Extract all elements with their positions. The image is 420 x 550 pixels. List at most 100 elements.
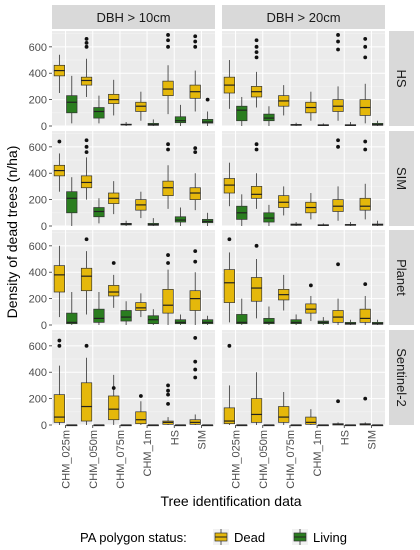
panel-background (52, 330, 215, 425)
x-tick-label: SIM (196, 430, 208, 450)
y-tick-label: 400 (29, 68, 47, 80)
box-living-hs (174, 314, 187, 325)
outlier-point (227, 237, 232, 242)
box-iqr (189, 187, 201, 200)
legend: PA polygon status: Dead Living (80, 529, 347, 545)
box-iqr (80, 175, 93, 189)
box-iqr (202, 119, 214, 124)
box-iqr (290, 319, 302, 325)
outlier-point (166, 44, 170, 49)
box-iqr (162, 180, 174, 197)
axes-layer: 0 200 400 600 0 200 400 600 0 200 400 600 0 200 400 600… (29, 42, 379, 489)
box-dead-chm_025m (53, 338, 65, 425)
y-tick-label: 400 (29, 367, 47, 379)
box-iqr (236, 314, 248, 325)
box-iqr (332, 310, 344, 323)
x-tick-label: CHM_025m (231, 430, 243, 489)
outlier-point (227, 343, 232, 348)
box-dead-chm_050m (80, 237, 93, 315)
outlier-point (363, 55, 368, 60)
strip-label: Planet (394, 259, 409, 296)
box-living-sim (202, 97, 214, 126)
x-tick-label: CHM_025m (61, 430, 73, 489)
outlier-point (84, 37, 89, 41)
box-dead-chm_050m (250, 38, 263, 108)
box-dead-hs (332, 399, 344, 426)
box-living-sim (372, 120, 384, 126)
outlier-point (254, 243, 259, 248)
box-living-chm_025m (66, 177, 78, 226)
box-dead-chm_050m (80, 37, 93, 97)
strip-background (52, 5, 215, 29)
box-living-chm_1m (317, 317, 329, 325)
box-iqr (223, 269, 235, 303)
y-tick-label: 600 (29, 241, 47, 253)
box-dead-chm_050m (250, 243, 263, 319)
box-living-hs (344, 319, 357, 325)
outlier-point (166, 261, 170, 265)
outlier-point (193, 359, 198, 364)
box-dead-chm_075m (108, 374, 120, 425)
outlier-point (166, 33, 170, 37)
y-tick-label: 200 (29, 195, 47, 207)
box-dead-sim (359, 139, 371, 220)
box-iqr (236, 105, 248, 122)
box-iqr (66, 95, 78, 114)
y-tick-label: 600 (29, 42, 47, 54)
y-tick-label: 600 (29, 142, 47, 154)
box-iqr (66, 312, 78, 325)
facet-strips: DBH > 10cm DBH > 20cm HS SIM Planet Sentinel-… (52, 5, 414, 425)
box-iqr (223, 178, 235, 194)
box-iqr (162, 289, 174, 314)
legend-item-living: Living (292, 529, 347, 545)
outlier-point (363, 44, 368, 49)
box-dead-chm_1m (305, 283, 317, 322)
outlier-point (84, 138, 89, 143)
box-iqr (53, 265, 65, 293)
box-living-chm_075m (120, 122, 132, 126)
box-living-chm_1m (147, 309, 159, 325)
box-dead-chm_025m (223, 60, 235, 109)
box-living-sim (202, 424, 214, 427)
box-iqr (359, 308, 371, 323)
box-living-chm_050m (263, 424, 275, 427)
x-tick-label: CHM_1m (142, 430, 154, 476)
strip-row-1: HS (389, 31, 414, 126)
panel-hs-col2 (222, 31, 385, 127)
x-tick-label: SIM (366, 430, 378, 450)
box-dead-chm_1m (135, 394, 147, 425)
x-tick-label: CHM_075m (285, 430, 297, 489)
outlier-point (193, 375, 198, 380)
box-living-chm_050m (93, 198, 105, 224)
box-dead-chm_025m (53, 245, 65, 318)
outlier-point (57, 338, 62, 343)
box-dead-chm_050m (250, 142, 263, 209)
strip-column-1: DBH > 10cm (52, 5, 215, 29)
outlier-point (336, 39, 340, 44)
outlier-point (193, 34, 198, 39)
box-dead-chm_075m (278, 274, 290, 311)
outlier-point (84, 44, 89, 49)
y-tick-label: 200 (29, 394, 47, 406)
box-living-chm_050m (93, 424, 105, 427)
box-dead-chm_025m (223, 237, 235, 323)
outlier-point (336, 144, 340, 149)
box-dead-chm_075m (278, 186, 290, 216)
box-living-chm_025m (66, 292, 78, 325)
x-tick-label: HS (169, 430, 181, 445)
box-living-chm_075m (290, 122, 302, 126)
x-tick-label: CHM_050m (88, 430, 100, 489)
y-tick-label: 0 (41, 221, 47, 233)
box-iqr (263, 212, 275, 223)
box-iqr (305, 416, 317, 425)
y-tick-label: 200 (29, 95, 47, 107)
box-dead-hs (162, 142, 174, 209)
box-dead-chm_075m (278, 392, 290, 425)
outlier-point (193, 367, 198, 372)
box-dead-hs (332, 33, 344, 121)
box-dead-chm_1m (305, 193, 317, 220)
outlier-point (111, 386, 116, 390)
y-tick-label: 0 (41, 420, 47, 432)
box-dead-sim (189, 249, 201, 325)
box-dead-sim (189, 34, 201, 112)
